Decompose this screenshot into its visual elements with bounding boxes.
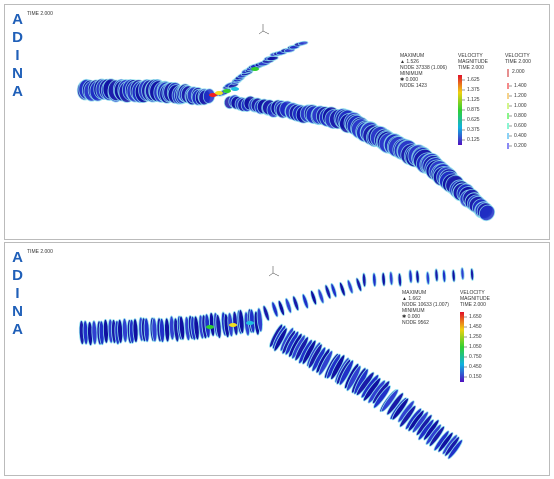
flow-section bbox=[398, 273, 402, 287]
legend-tick-label: 0.450 bbox=[469, 364, 482, 370]
flow-section bbox=[415, 270, 419, 283]
legend-tick-label: 0.750 bbox=[469, 354, 482, 360]
flow-section bbox=[408, 270, 412, 283]
flow-section bbox=[381, 272, 385, 286]
flow-hotspot bbox=[229, 323, 237, 327]
legend-tick-label: 1.000 bbox=[514, 103, 527, 109]
legend-tick-label: 1.200 bbox=[514, 93, 527, 99]
page: ADINATIME 2.000MAXIMUM▲ 1.526NODE 37338 … bbox=[0, 0, 554, 479]
legend-tick-label: 0.200 bbox=[514, 143, 527, 149]
flow-hotspot bbox=[215, 91, 223, 95]
flow-hotspot bbox=[223, 89, 231, 93]
legend-tick-label: 1.400 bbox=[514, 83, 527, 89]
flow-section bbox=[426, 272, 430, 285]
legend-title: TIME 2.000 bbox=[458, 65, 484, 71]
flow-section bbox=[262, 305, 271, 321]
flow-section bbox=[442, 270, 446, 283]
legend-tick-label: 0.375 bbox=[467, 127, 480, 133]
flow-hotspot bbox=[246, 321, 254, 325]
flow-section bbox=[435, 269, 439, 282]
flow-section bbox=[346, 279, 354, 294]
legend-tick-label: 0.600 bbox=[514, 123, 527, 129]
flow-section bbox=[355, 277, 363, 292]
axis-triad bbox=[259, 24, 269, 34]
flow-section bbox=[362, 273, 366, 287]
legend-tick-label: 1.050 bbox=[469, 344, 482, 350]
software-logo: ADINA bbox=[9, 11, 26, 101]
flow-section bbox=[298, 41, 308, 46]
software-logo: ADINA bbox=[9, 249, 26, 339]
legend-tick-label: 1.650 bbox=[469, 314, 482, 320]
legend-arrow-label: 2.000 bbox=[512, 69, 525, 75]
time-label: TIME 2.000 bbox=[27, 11, 53, 17]
flow-section bbox=[470, 268, 474, 280]
flow-section bbox=[317, 289, 325, 304]
flow-section bbox=[338, 282, 346, 297]
flow-section bbox=[309, 290, 317, 306]
legend-tick-label: 1.250 bbox=[469, 334, 482, 340]
legend-tick-label: 0.150 bbox=[469, 374, 482, 380]
flow-hotspot bbox=[251, 67, 259, 71]
legend-tick-label: 1.125 bbox=[467, 97, 480, 103]
result-min-node: NODE 9562 bbox=[402, 320, 429, 326]
legend-tick-label: 1.450 bbox=[469, 324, 482, 330]
flow-section bbox=[389, 272, 393, 286]
color-bar bbox=[458, 75, 462, 145]
flow-section bbox=[372, 273, 376, 287]
flow-section bbox=[301, 293, 309, 309]
legend-tick-label: 1.625 bbox=[467, 77, 480, 83]
flow-section bbox=[461, 267, 465, 279]
axis-triad bbox=[269, 266, 279, 276]
flow-section bbox=[452, 269, 456, 282]
flow-section bbox=[284, 298, 293, 314]
legend-title: TIME 2.000 bbox=[505, 59, 531, 65]
legend-tick-label: 0.400 bbox=[514, 133, 527, 139]
flow-section bbox=[292, 295, 300, 311]
legend-tick-label: 0.125 bbox=[467, 137, 480, 143]
time-label: TIME 2.000 bbox=[27, 249, 53, 255]
legend-title: TIME 2.000 bbox=[460, 302, 486, 308]
legend-tick-label: 0.875 bbox=[467, 107, 480, 113]
flow-hotspot bbox=[206, 325, 214, 329]
color-bar bbox=[460, 312, 464, 382]
legend-tick-label: 0.625 bbox=[467, 117, 480, 123]
result-min-node: NODE 1423 bbox=[400, 83, 427, 89]
flow-hotspot bbox=[231, 87, 239, 91]
legend-tick-label: 0.800 bbox=[514, 113, 527, 119]
legend-tick-label: 1.375 bbox=[467, 87, 480, 93]
